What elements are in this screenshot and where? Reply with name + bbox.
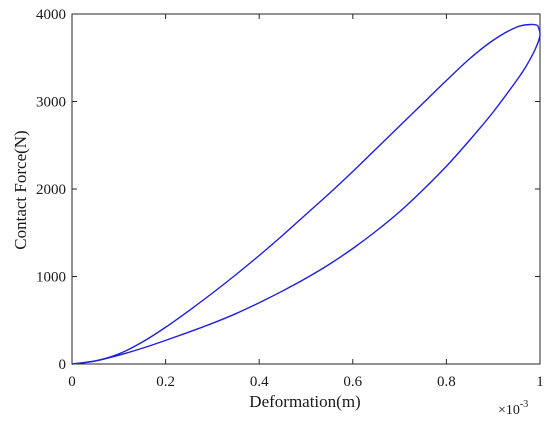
x-tick-label: 0.6 — [343, 374, 362, 390]
x-exponent-power: -3 — [520, 399, 528, 410]
y-tick-label: 4000 — [36, 7, 66, 23]
series-line-unloading — [71, 25, 541, 365]
y-tick-label: 3000 — [36, 95, 66, 111]
plot-frame — [71, 13, 541, 365]
x-tick-label: 0.2 — [156, 374, 175, 390]
x-tick-label: 0 — [68, 374, 76, 390]
y-axis-label: Contact Force(N) — [11, 130, 30, 249]
x-tick-label: 1 — [536, 374, 544, 390]
x-tick-label: 0.4 — [250, 374, 269, 390]
y-tick-label: 0 — [59, 357, 67, 373]
series-line-loading — [71, 23, 538, 365]
x-axis-label: Deformation(m) — [249, 392, 360, 411]
x-exponent-base: ×10 — [498, 403, 520, 418]
y-tick-label: 1000 — [36, 270, 66, 286]
x-tick-label: 0.8 — [437, 374, 456, 390]
axes — [71, 13, 541, 365]
x-exponent-label: ×10-3 — [498, 399, 528, 418]
ticks: 0 0.2 0.4 0.6 0.8 1 0 1000 2000 3000 4000 — [36, 7, 544, 390]
series-layer — [71, 23, 541, 365]
y-tick-label: 2000 — [36, 182, 66, 198]
